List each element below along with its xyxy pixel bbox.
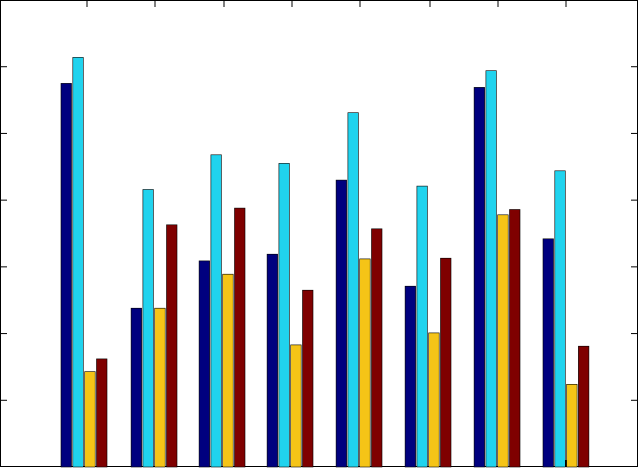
- bar-series1-group2: [130, 307, 142, 468]
- bar-series3-group8: [566, 383, 578, 468]
- bar-series1-group1: [60, 83, 72, 468]
- bar-series2-group4: [278, 163, 290, 468]
- bar-series2-group7: [485, 70, 497, 468]
- bar-series4-group5: [371, 228, 383, 468]
- bar-series3-group6: [428, 332, 440, 468]
- bar-series3-group2: [154, 307, 166, 468]
- bar-series1-group5: [335, 179, 347, 468]
- bar-series3-group1: [84, 371, 96, 468]
- bar-series4-group4: [302, 289, 314, 468]
- bar-series2-group5: [347, 112, 359, 468]
- bar-series1-group7: [473, 87, 485, 468]
- bar-series2-group8: [554, 170, 566, 468]
- bar-series2-group3: [210, 154, 222, 468]
- bar-series3-group4: [290, 344, 302, 468]
- bar-series4-group6: [440, 257, 452, 468]
- bars-group: [60, 57, 590, 468]
- bar-series4-group8: [578, 345, 590, 468]
- bar-series1-group6: [404, 285, 416, 468]
- bar-series4-group3: [234, 207, 246, 468]
- bar-series3-group7: [497, 214, 509, 468]
- bar-series1-group3: [198, 260, 210, 468]
- bar-series1-group4: [266, 253, 278, 468]
- bar-series2-group6: [416, 185, 428, 468]
- bar-series3-group5: [359, 258, 371, 468]
- y-axis-ticks: [0, 66, 638, 401]
- bar-series4-group7: [509, 209, 521, 468]
- bar-series2-group2: [142, 189, 154, 468]
- bar-series3-group3: [222, 273, 234, 468]
- bar-series4-group1: [96, 358, 108, 468]
- bar-series4-group2: [166, 224, 178, 468]
- bar-series1-group8: [542, 238, 554, 468]
- bar-series2-group1: [72, 57, 84, 468]
